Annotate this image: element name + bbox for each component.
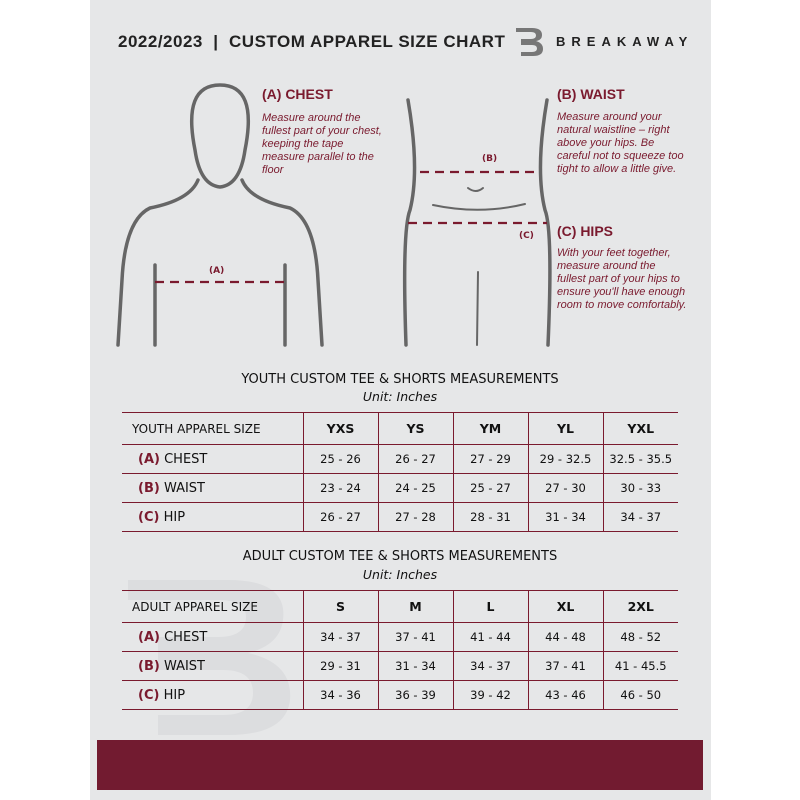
cell: 30 - 33 — [602, 473, 678, 503]
footer-bar — [97, 740, 703, 790]
cell: 27 - 30 — [527, 473, 603, 503]
row-marker: (B) — [138, 480, 160, 496]
cell: 25 - 27 — [452, 473, 528, 503]
row-marker: (A) — [138, 451, 160, 467]
cell: 29 - 31 — [302, 651, 378, 681]
cell: 37 - 41 — [377, 622, 453, 652]
header-label: ADULT APPAREL SIZE — [122, 590, 303, 623]
page-title: 2022/2023 | CUSTOM APPAREL SIZE CHART — [118, 32, 506, 51]
cell: 43 - 46 — [527, 680, 603, 710]
cell: 31 - 34 — [527, 502, 603, 532]
cell: 48 - 52 — [602, 622, 678, 652]
cell: 46 - 50 — [602, 680, 678, 710]
row-label: HIP — [163, 509, 186, 525]
row-label: CHEST — [164, 451, 208, 467]
hips-description: With your feet together, measure around … — [557, 247, 687, 311]
table-row: (C) HIP 34 - 36 36 - 39 39 - 42 43 - 46 46 -… — [122, 680, 678, 710]
waist-heading: (B) WAIST — [557, 86, 625, 102]
adult-table-title: ADULT CUSTOM TEE & SHORTS MEASUREMENTS — [242, 549, 558, 564]
size-header: L — [452, 590, 528, 623]
cell: 34 - 37 — [302, 622, 378, 652]
cell: 23 - 24 — [302, 473, 378, 503]
cell: 26 - 27 — [302, 502, 378, 532]
row-marker: (B) — [138, 658, 160, 674]
adult-unit: Unit: Inches — [362, 567, 438, 582]
size-header: YS — [377, 412, 453, 445]
size-header: M — [377, 590, 453, 623]
cell: 32.5 - 35.5 — [602, 444, 678, 474]
cell: 34 - 37 — [452, 651, 528, 681]
table-header-row: ADULT APPAREL SIZE S M L XL 2XL — [122, 590, 678, 623]
waist-marker: (B) — [482, 154, 498, 164]
cell: 37 - 41 — [527, 651, 603, 681]
row-marker: (C) — [138, 509, 160, 525]
cell: 44 - 48 — [527, 622, 603, 652]
row-label: CHEST — [164, 629, 208, 645]
cell: 34 - 37 — [602, 502, 678, 532]
cell: 27 - 29 — [452, 444, 528, 474]
cell: 31 - 34 — [377, 651, 453, 681]
body-illustration — [116, 83, 552, 347]
hips-marker: (C) — [519, 231, 534, 241]
table-header-row: YOUTH APPAREL SIZE YXS YS YM YL YXL — [122, 412, 678, 445]
cell: 24 - 25 — [377, 473, 453, 503]
cell: 34 - 36 — [302, 680, 378, 710]
size-header: 2XL — [602, 590, 678, 623]
table-row: (B) WAIST 29 - 31 31 - 34 34 - 37 37 - 41 41… — [122, 651, 678, 681]
size-header: XL — [527, 590, 603, 623]
youth-table-title: YOUTH CUSTOM TEE & SHORTS MEASUREMENTS — [241, 372, 559, 387]
adult-size-table: ADULT APPAREL SIZE S M L XL 2XL (A) CHES… — [122, 590, 678, 710]
chest-description: Measure around the fullest part of your … — [262, 112, 382, 176]
table-row: (A) CHEST 34 - 37 37 - 41 41 - 44 44 - 48 48… — [122, 622, 678, 652]
table-row: (B) WAIST 23 - 24 24 - 25 25 - 27 27 - 30 30… — [122, 473, 678, 503]
cell: 41 - 44 — [452, 622, 528, 652]
cell: 25 - 26 — [302, 444, 378, 474]
youth-size-table: YOUTH APPAREL SIZE YXS YS YM YL YXL (A) … — [122, 412, 678, 532]
size-header: YL — [527, 412, 603, 445]
brand-name: BREAKAWAY — [556, 34, 694, 49]
cell: 26 - 27 — [377, 444, 453, 474]
cell: 28 - 31 — [452, 502, 528, 532]
youth-unit: Unit: Inches — [362, 389, 438, 404]
row-marker: (C) — [138, 687, 160, 703]
chest-marker: (A) — [209, 266, 225, 276]
hips-heading: (C) HIPS — [557, 223, 613, 239]
chest-heading: (A) CHEST — [262, 86, 333, 102]
cell: 27 - 28 — [377, 502, 453, 532]
header-label: YOUTH APPAREL SIZE — [122, 412, 303, 445]
cell: 29 - 32.5 — [527, 444, 603, 474]
cell: 39 - 42 — [452, 680, 528, 710]
breakaway-logo-icon — [516, 28, 543, 56]
table-row: (C) HIP 26 - 27 27 - 28 28 - 31 31 - 34 34 -… — [122, 502, 678, 532]
row-marker: (A) — [138, 629, 160, 645]
size-header: YXL — [602, 412, 678, 445]
cell: 41 - 45.5 — [602, 651, 678, 681]
size-header: YM — [452, 412, 528, 445]
cell: 36 - 39 — [377, 680, 453, 710]
size-header: S — [302, 590, 378, 623]
size-header: YXS — [302, 412, 378, 445]
table-row: (A) CHEST 25 - 26 26 - 27 27 - 29 29 - 32.5… — [122, 444, 678, 474]
waist-description: Measure around your natural waistline – … — [557, 111, 684, 175]
row-label: HIP — [163, 687, 186, 703]
row-label: WAIST — [163, 480, 206, 496]
row-label: WAIST — [163, 658, 206, 674]
